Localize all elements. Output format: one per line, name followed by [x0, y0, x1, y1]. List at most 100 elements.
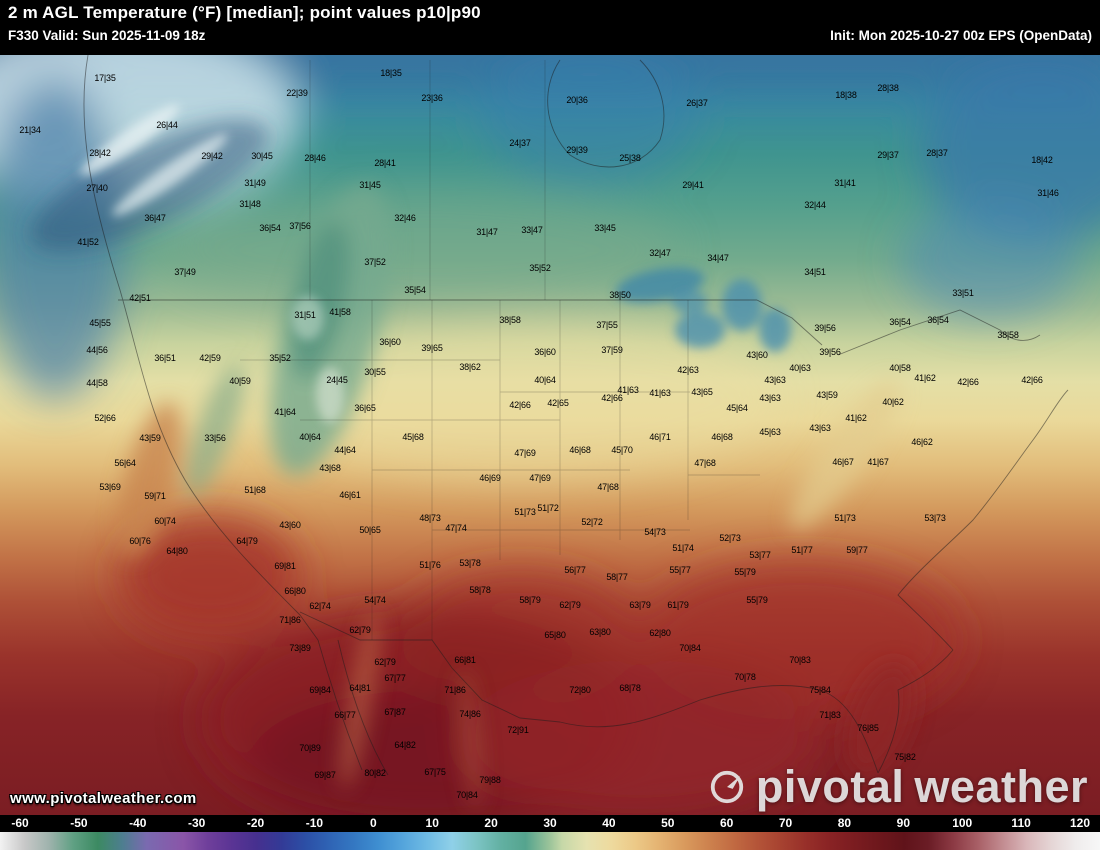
- map-point-value: 39|56: [814, 323, 836, 333]
- map-point-value: 51|68: [244, 485, 266, 495]
- map-point-value: 34|47: [707, 253, 729, 263]
- map-point-value: 70|78: [734, 672, 756, 682]
- map-point-value: 26|37: [686, 98, 708, 108]
- map-point-value: 43|59: [139, 433, 161, 443]
- map-point-value: 37|52: [364, 257, 386, 267]
- colorbar-tick-label: -10: [305, 816, 324, 830]
- map-point-value: 27|40: [86, 183, 108, 193]
- map-point-value: 56|77: [564, 565, 586, 575]
- colorbar-tick-label: 30: [543, 816, 557, 830]
- map-point-value: 32|47: [649, 248, 671, 258]
- map-point-value: 42|66: [601, 393, 623, 403]
- map-point-value: 42|66: [957, 377, 979, 387]
- map-point-value: 70|89: [299, 743, 321, 753]
- map-point-value: 41|52: [77, 237, 99, 247]
- map-point-value: 69|87: [314, 770, 336, 780]
- map-point-value: 66|80: [284, 586, 306, 596]
- map-point-value: 52|66: [94, 413, 116, 423]
- map-point-value: 31|45: [359, 180, 381, 190]
- state-borders: [240, 60, 760, 640]
- map-point-value: 28|37: [926, 148, 948, 158]
- map-point-value: 58|78: [469, 585, 491, 595]
- map-point-value: 28|42: [89, 148, 111, 158]
- map-point-value: 61|79: [667, 600, 689, 610]
- map-point-value: 47|74: [445, 523, 467, 533]
- map-point-value: 40|64: [534, 375, 556, 385]
- map-title: 2 m AGL Temperature (°F) [median]; point…: [8, 3, 481, 22]
- colorbar-tick-label: 110: [1011, 816, 1031, 830]
- map-point-value: 46|68: [711, 432, 733, 442]
- map-point-value: 41|58: [329, 307, 351, 317]
- map-point-value: 28|41: [374, 158, 396, 168]
- colorbar-tick-label: 40: [602, 816, 616, 830]
- map-point-value: 71|83: [819, 710, 841, 720]
- map-point-value: 60|76: [129, 536, 151, 546]
- map-point-value: 47|68: [694, 458, 716, 468]
- map-area[interactable]: 17|35 22|39 18|35 23|36 20|36 26|37 18|38 28|38…: [0, 55, 1100, 815]
- map-point-value: 40|63: [789, 363, 811, 373]
- map-point-value: 33|47: [521, 225, 543, 235]
- map-point-value: 31|48: [239, 199, 261, 209]
- map-point-value: 46|62: [911, 437, 933, 447]
- map-point-value: 43|63: [764, 375, 786, 385]
- map-point-value: 45|68: [402, 432, 424, 442]
- map-point-value: 35|52: [529, 263, 551, 273]
- colorbar-tick-label: 90: [896, 816, 911, 830]
- map-point-value: 42|51: [129, 293, 151, 303]
- map-point-value: 42|65: [547, 398, 569, 408]
- map-point-value: 32|46: [394, 213, 416, 223]
- map-point-value: 59|71: [144, 491, 166, 501]
- map-point-value: 36|54: [927, 315, 949, 325]
- map-point-value: 29|42: [201, 151, 223, 161]
- map-point-value: 30|55: [364, 367, 386, 377]
- map-point-value: 64|79: [236, 536, 258, 546]
- map-point-value: 72|80: [569, 685, 591, 695]
- map-point-value: 43|59: [816, 390, 838, 400]
- map-point-value: 31|51: [294, 310, 316, 320]
- map-point-value: 46|69: [479, 473, 501, 483]
- map-point-value: 29|37: [877, 150, 899, 160]
- map-point-value: 51|76: [419, 560, 441, 570]
- colorbar-tick-label: 80: [837, 816, 852, 830]
- map-point-value: 45|70: [611, 445, 633, 455]
- map-point-value: 41|63: [617, 385, 639, 395]
- map-point-value: 38|58: [499, 315, 521, 325]
- map-point-value: 71|86: [279, 615, 301, 625]
- lakes-and-peaks: [80, 104, 791, 423]
- valid-time-label: F330 Valid: Sun 2025-11-09 18z: [8, 28, 206, 43]
- map-point-value: 53|69: [99, 482, 121, 492]
- map-point-value: 24|37: [509, 138, 531, 148]
- map-point-value: 32|44: [804, 200, 826, 210]
- map-point-value: 76|85: [857, 723, 879, 733]
- brand-text-weather: weather: [914, 761, 1088, 812]
- map-point-value: 38|50: [609, 290, 631, 300]
- map-header: 2 m AGL Temperature (°F) [median]; point…: [0, 0, 1100, 55]
- map-point-value: 40|59: [229, 376, 251, 386]
- point-values-layer: 17|35 22|39 18|35 23|36 20|36 26|37 18|38 28|38…: [0, 55, 1100, 815]
- map-point-value: 40|62: [882, 397, 904, 407]
- map-point-value: 41|62: [845, 413, 867, 423]
- temperature-large-features: [0, 55, 1100, 815]
- map-point-value: 71|86: [444, 685, 466, 695]
- colorbar-tick-label: 100: [952, 816, 973, 830]
- map-point-value: 34|51: [804, 267, 826, 277]
- map-point-value: 45|63: [759, 427, 781, 437]
- map-point-value: 43|60: [746, 350, 768, 360]
- map-point-value: 47|69: [529, 473, 551, 483]
- map-point-value: 64|82: [394, 740, 416, 750]
- map-point-value: 37|49: [174, 267, 196, 277]
- map-point-value: 51|74: [672, 543, 694, 553]
- map-point-value: 66|77: [334, 710, 356, 720]
- colorbar-tick-label: -60: [11, 816, 29, 830]
- watermark-url: www.pivotalweather.com: [10, 790, 197, 807]
- colorbar-tick-label: 60: [719, 816, 734, 830]
- map-point-value: 69|81: [274, 561, 296, 571]
- map-point-value: 51|73: [834, 513, 856, 523]
- map-point-value: 67|87: [384, 707, 406, 717]
- colorbar-tick-label: -30: [187, 816, 206, 830]
- colorbar-tick-label: 0: [369, 816, 377, 830]
- map-point-value: 43|63: [809, 423, 831, 433]
- map-point-value: 65|80: [544, 630, 566, 640]
- map-point-value: 20|36: [566, 95, 588, 105]
- map-point-value: 41|63: [649, 388, 671, 398]
